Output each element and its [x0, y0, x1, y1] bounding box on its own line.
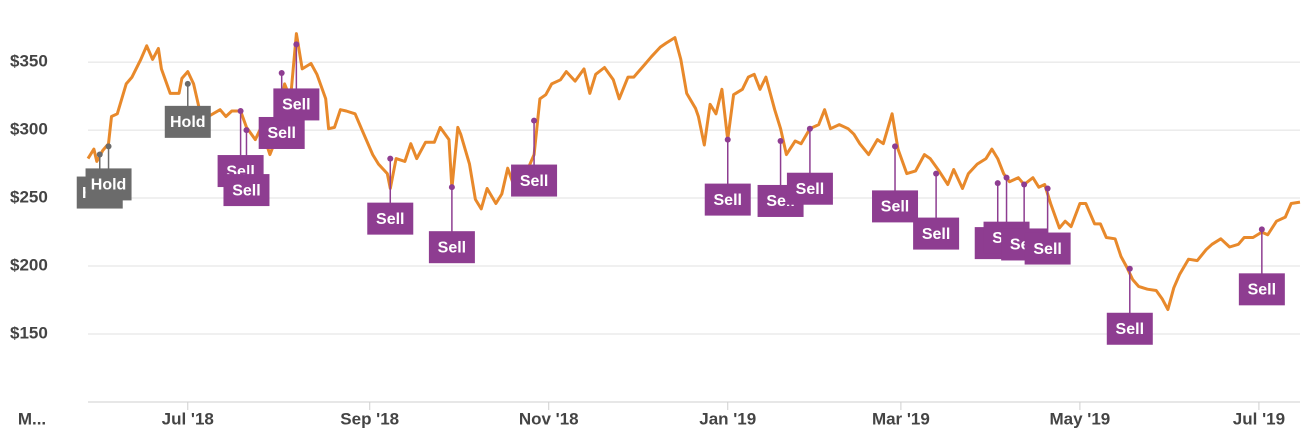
annotation-point: [1003, 174, 1010, 181]
annotation: Sell: [913, 170, 960, 250]
y-tick-label: $350: [10, 52, 48, 71]
annotation-label: Sell: [232, 182, 260, 199]
annotation-point: [1126, 265, 1133, 272]
annotation-label: Sell: [376, 211, 404, 228]
x-tick-label: Mar '19: [872, 409, 930, 428]
annotation-flag: [1024, 232, 1071, 265]
annotation-point: [994, 180, 1001, 187]
annotation: Hold: [164, 80, 211, 138]
y-tick-label: $300: [10, 120, 48, 139]
annotation-point: [724, 136, 731, 143]
x-tick-label: Jul '19: [1233, 409, 1285, 428]
annotation-point: [293, 41, 300, 48]
annotation-label: Sell: [438, 239, 466, 256]
y-tick-label: $200: [10, 256, 48, 275]
annotation-label: Sell: [1248, 282, 1276, 299]
annotation-point: [96, 151, 103, 158]
annotation-label: Sell: [1116, 321, 1144, 338]
annotation-flag: [872, 190, 919, 223]
annotation: Sell: [786, 125, 833, 205]
annotation-label: Sell: [714, 192, 742, 209]
x-tick-label: May '19: [1050, 409, 1111, 428]
annotation-label: Sell: [520, 173, 548, 190]
y-tick-label: $250: [10, 188, 48, 207]
annotation-flag: [913, 217, 960, 250]
annotation: Hold: [85, 143, 132, 201]
annotation-flag: [704, 183, 751, 216]
annotation-flag: [367, 202, 414, 235]
annotation-label: Sell: [267, 125, 295, 142]
annotation: Sell: [223, 127, 270, 207]
x-tick-label: Jan '19: [699, 409, 756, 428]
annotation-flag: [1106, 312, 1153, 345]
annotation-label: Hold: [170, 114, 206, 131]
annotation: Sell: [704, 136, 751, 216]
x-tick-label: M...: [18, 409, 46, 428]
annotation-point: [1044, 185, 1051, 192]
annotation: Sell: [367, 155, 414, 235]
annotation-flag: [511, 164, 558, 197]
annotation-point: [892, 143, 899, 150]
annotation-point: [806, 125, 813, 132]
annotation-flag: [164, 105, 211, 138]
x-tick-label: Jul '18: [162, 409, 214, 428]
annotation: Sell: [1238, 226, 1285, 306]
annotation: Sell: [428, 184, 475, 264]
x-tick-label: Nov '18: [519, 409, 579, 428]
annotation-flag: [786, 172, 833, 205]
annotation-point: [184, 80, 191, 87]
annotation-point: [933, 170, 940, 177]
annotation-flag: [85, 168, 132, 201]
price-line: [86, 32, 1301, 311]
annotation-point: [278, 69, 285, 76]
annotation-point: [237, 108, 244, 115]
annotation-flag: [258, 116, 305, 149]
annotation-point: [105, 143, 112, 150]
annotation-point: [531, 117, 538, 124]
annotation-point: [448, 184, 455, 191]
annotation-label: Sell: [1033, 241, 1061, 258]
annotation-point: [387, 155, 394, 162]
annotation: Sell: [511, 117, 558, 197]
annotation-flag: [223, 174, 270, 207]
annotation-label: Hold: [91, 177, 127, 194]
annotation-label: Sell: [282, 97, 310, 114]
annotation-point: [1258, 226, 1265, 233]
annotation: Sell: [872, 143, 919, 223]
annotation-point: [243, 127, 250, 134]
annotation: Sell: [1106, 265, 1153, 345]
annotation-point: [1021, 181, 1028, 188]
annotation-flag: [1238, 273, 1285, 306]
annotation: Sell: [273, 41, 320, 121]
annotation-flag: [428, 231, 475, 264]
annotation-label: Sell: [922, 226, 950, 243]
annotation-label: Sell: [881, 199, 909, 216]
annotation-point: [777, 137, 784, 144]
y-tick-label: $150: [10, 324, 48, 343]
annotation: Sell: [1024, 185, 1071, 265]
annotation-label: Sell: [796, 181, 824, 198]
x-tick-label: Sep '18: [340, 409, 399, 428]
annotation-flag: [273, 88, 320, 121]
